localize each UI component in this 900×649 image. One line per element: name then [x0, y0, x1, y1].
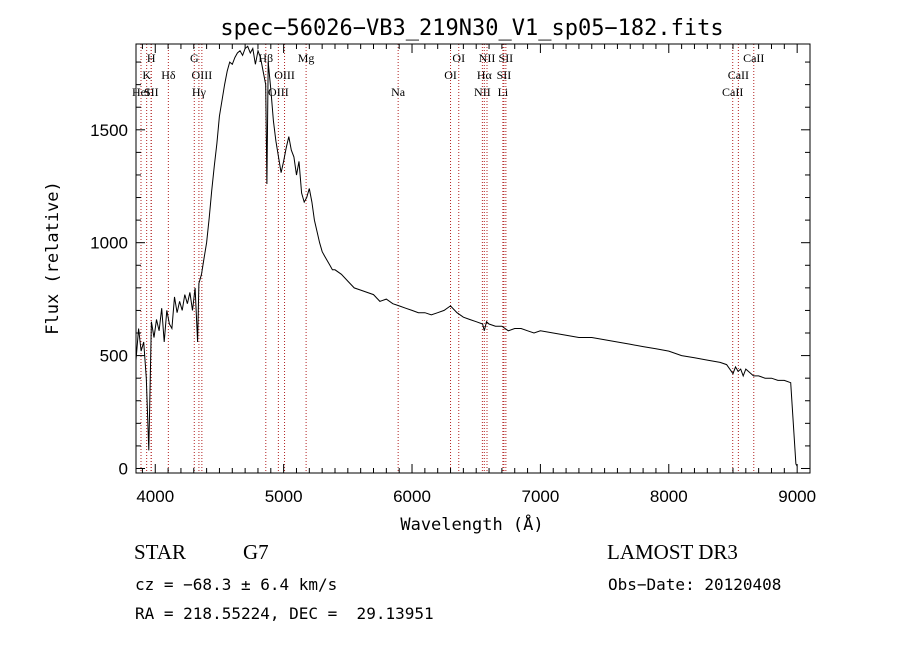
- spectral-line-label: OIII: [192, 68, 213, 82]
- y-tick-label: 1000: [90, 234, 128, 253]
- spectral-line-label: NII: [479, 51, 496, 65]
- x-tick-label: 5000: [265, 487, 303, 506]
- x-axis-label: Wavelength (Å): [400, 513, 543, 535]
- spectral-line-label: OI: [452, 51, 465, 65]
- observation-date: Obs−Date: 20120408: [608, 575, 782, 594]
- spectral-line-label: SII: [144, 85, 159, 99]
- spectral-line-label: HeI: [132, 85, 150, 99]
- object-subclass: G7: [243, 540, 269, 564]
- spectral-line-label: CaII: [722, 85, 743, 99]
- spectral-line-markers: [140, 44, 755, 473]
- sky-coordinates: RA = 218.55224, DEC = 29.13951: [135, 604, 434, 623]
- y-tick-label: 0: [119, 459, 128, 478]
- survey-name: LAMOST DR3: [607, 540, 738, 564]
- spectral-line-label: Na: [391, 85, 406, 99]
- redshift-velocity: cz = −68.3 ± 6.4 km/s: [135, 575, 338, 594]
- flux-series-line: [135, 45, 798, 467]
- spectral-line-label: Hγ: [192, 85, 207, 99]
- spectral-line-label: G: [190, 51, 199, 65]
- x-tick-label: 4000: [136, 487, 174, 506]
- object-class: STAR: [134, 540, 186, 564]
- y-axis-label: Flux (relative): [43, 181, 63, 335]
- y-tick-label: 500: [100, 347, 128, 366]
- x-tick-label: 8000: [650, 487, 688, 506]
- spectral-line-label: Hα: [477, 68, 493, 82]
- spectral-line-label: Hδ: [161, 68, 176, 82]
- x-tick-label: 6000: [393, 487, 431, 506]
- y-tick-label: 1500: [90, 121, 128, 140]
- spectral-line-label: SII: [497, 68, 512, 82]
- spectral-line-label: Mg: [298, 51, 315, 65]
- spectral-line-label: CaII: [743, 51, 764, 65]
- spectral-line-label: Hβ: [258, 51, 273, 65]
- spectral-line-label: SII: [499, 51, 514, 65]
- x-tick-label: 7000: [521, 487, 559, 506]
- spectral-line-label: OIII: [268, 85, 289, 99]
- spectral-line-label: OI: [444, 68, 457, 82]
- spectral-line-label: NII: [474, 85, 491, 99]
- spectral-line-label: Li: [498, 85, 509, 99]
- axis-ticks: 4000 5000 6000 7000 8000 9000 0 500 1000 1500: [90, 44, 816, 506]
- spectral-line-label: H: [147, 51, 156, 65]
- spectral-line-labels: HeIKHSIIHδGHγOIIIHβOIIIOIIIMgNaOIOINIIHα…: [132, 51, 764, 99]
- plot-frame: [135, 43, 811, 474]
- x-tick-label: 9000: [778, 487, 816, 506]
- spectral-line-label: OIII: [274, 68, 295, 82]
- spectral-line-label: CaII: [728, 68, 749, 82]
- spectral-line-label: K: [142, 68, 151, 82]
- chart-title: spec−56026−VB3_219N30_V1_sp05−182.fits: [220, 16, 723, 41]
